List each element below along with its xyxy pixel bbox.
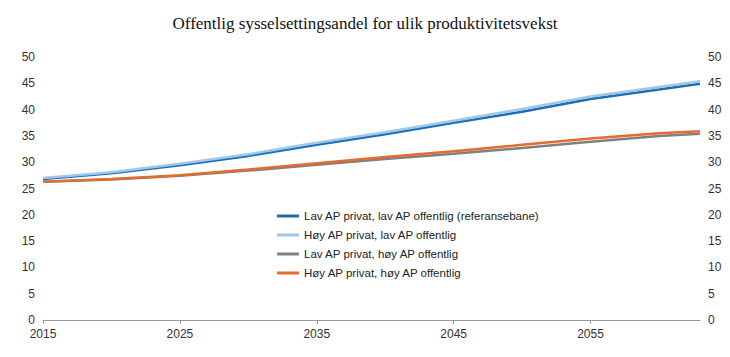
svg-text:40: 40 bbox=[708, 103, 722, 117]
svg-text:50: 50 bbox=[22, 50, 36, 64]
svg-text:45: 45 bbox=[22, 76, 36, 90]
svg-text:Lav AP privat, lav AP offentli: Lav AP privat, lav AP offentlig (referan… bbox=[304, 210, 539, 222]
svg-text:35: 35 bbox=[22, 129, 36, 143]
svg-text:0: 0 bbox=[28, 313, 35, 327]
svg-text:35: 35 bbox=[708, 129, 722, 143]
svg-text:2045: 2045 bbox=[440, 327, 467, 341]
svg-text:20: 20 bbox=[22, 208, 36, 222]
svg-text:10: 10 bbox=[22, 260, 36, 274]
svg-text:Lav AP privat, høy AP offentli: Lav AP privat, høy AP offentlig bbox=[304, 248, 458, 260]
svg-text:Høy AP privat, høy AP offentli: Høy AP privat, høy AP offentlig bbox=[304, 267, 461, 279]
svg-text:50: 50 bbox=[708, 50, 722, 64]
svg-text:Offentlig sysselsettingsandel: Offentlig sysselsettingsandel for ulik p… bbox=[173, 14, 558, 33]
svg-text:30: 30 bbox=[708, 155, 722, 169]
svg-text:5: 5 bbox=[28, 287, 35, 301]
svg-text:30: 30 bbox=[22, 155, 36, 169]
svg-text:5: 5 bbox=[708, 287, 715, 301]
svg-text:0: 0 bbox=[708, 313, 715, 327]
svg-text:Høy AP privat, lav AP offentli: Høy AP privat, lav AP offentlig bbox=[304, 229, 456, 241]
svg-text:2035: 2035 bbox=[303, 327, 330, 341]
svg-text:20: 20 bbox=[708, 208, 722, 222]
svg-text:2015: 2015 bbox=[30, 327, 57, 341]
svg-text:25: 25 bbox=[22, 182, 36, 196]
svg-text:40: 40 bbox=[22, 103, 36, 117]
svg-text:15: 15 bbox=[708, 234, 722, 248]
svg-text:10: 10 bbox=[708, 260, 722, 274]
svg-text:15: 15 bbox=[22, 234, 36, 248]
svg-text:45: 45 bbox=[708, 76, 722, 90]
svg-text:2025: 2025 bbox=[167, 327, 194, 341]
svg-text:2055: 2055 bbox=[577, 327, 604, 341]
svg-text:25: 25 bbox=[708, 182, 722, 196]
